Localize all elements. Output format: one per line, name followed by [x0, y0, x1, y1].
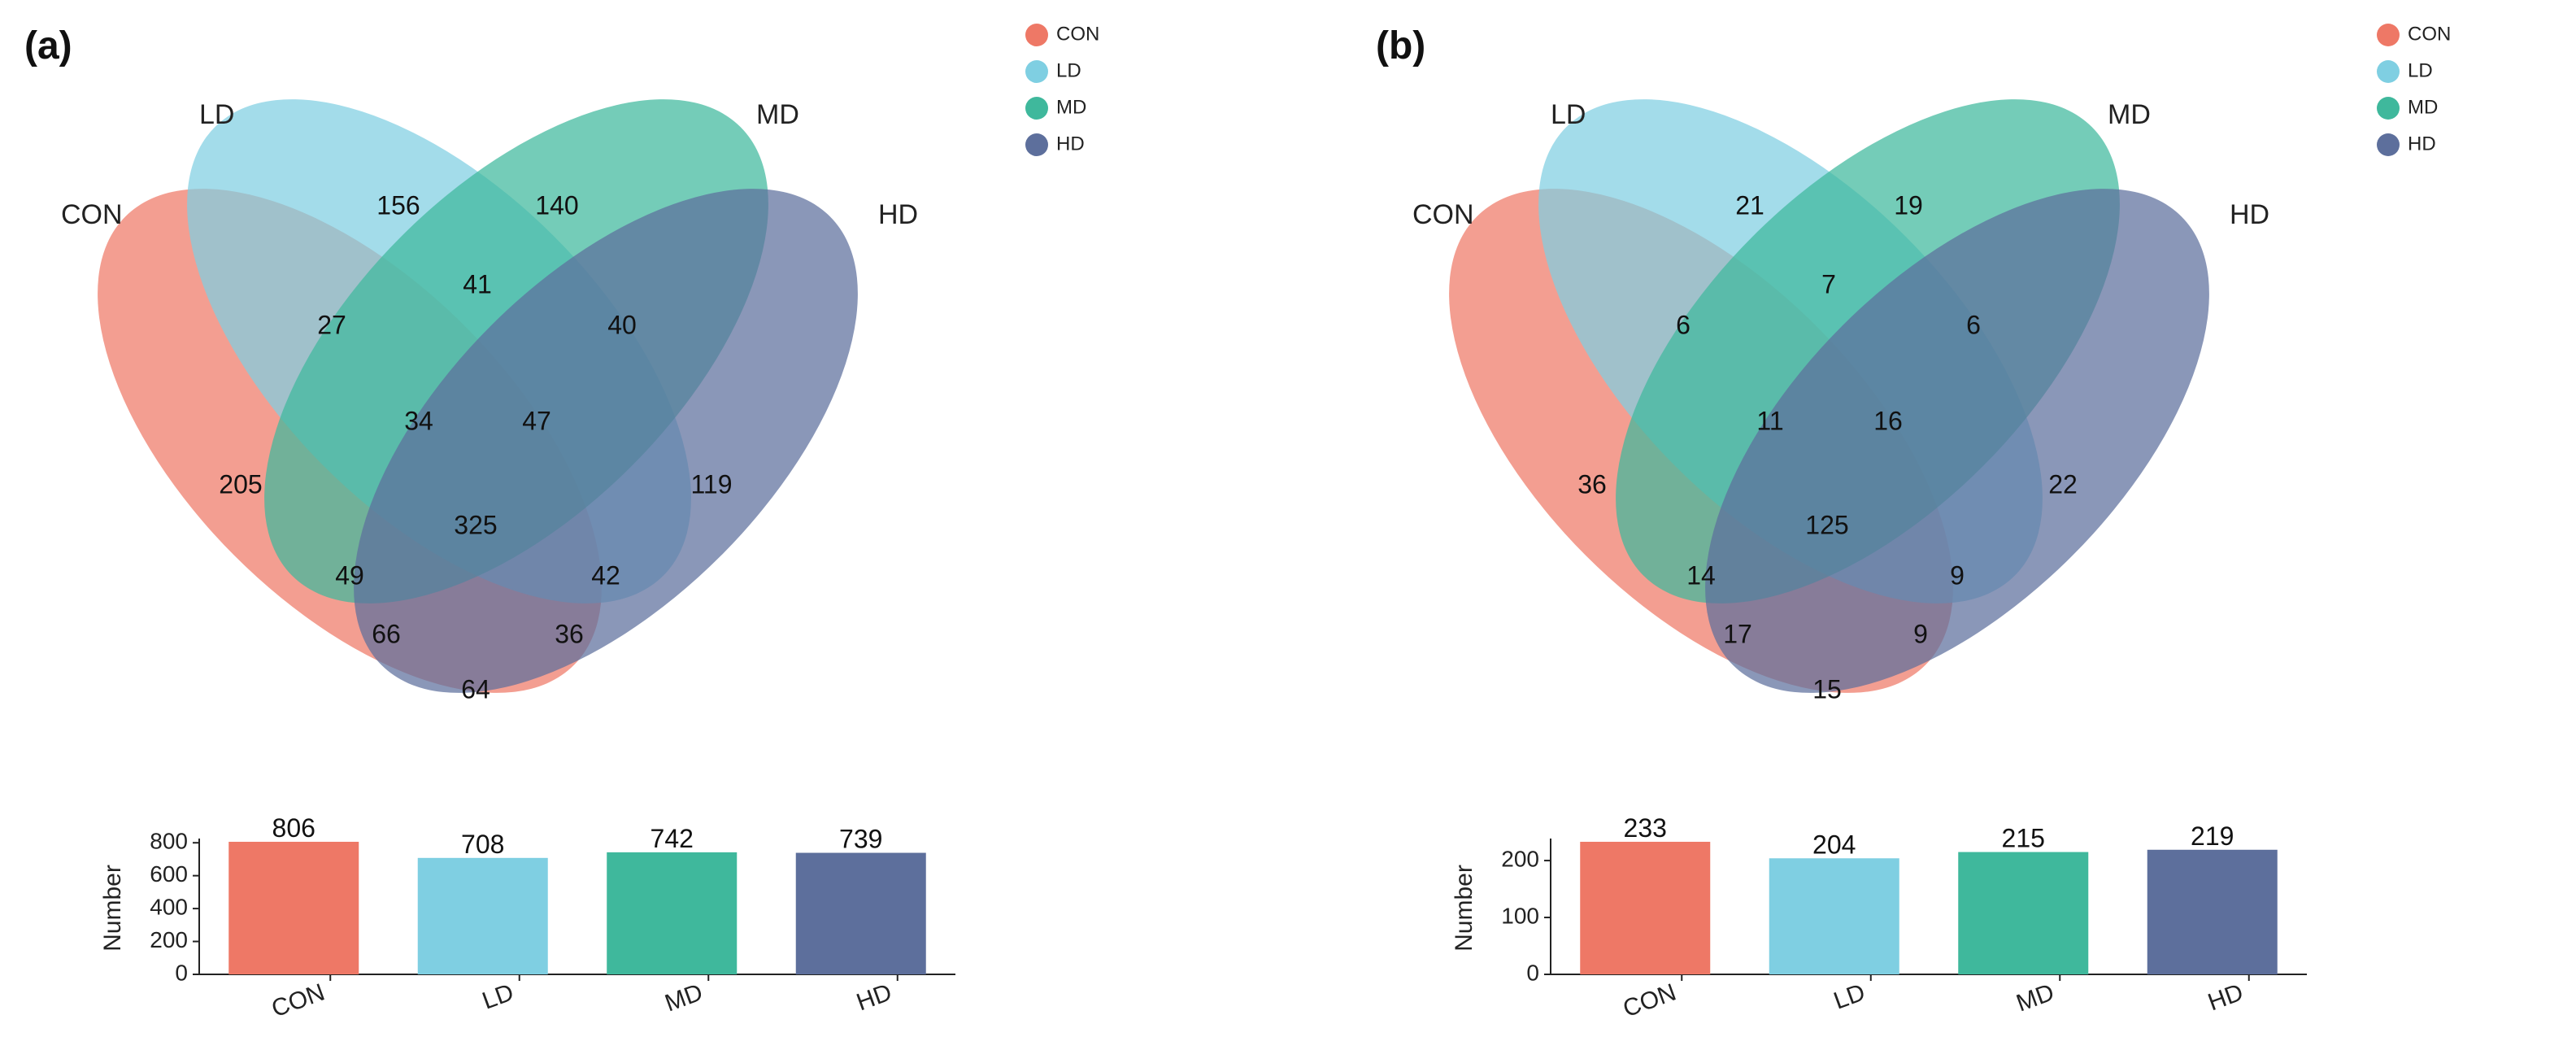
region-count-con-hd: 15 — [1812, 674, 1842, 704]
venn-svg: (a) CON LD MD HD 205 156 140 119 27 41 40 64 34 47 49 42… — [24, 23, 1099, 1023]
bar-ld — [1769, 858, 1899, 974]
bar-value-label-md: 215 — [2002, 824, 2045, 853]
region-count-ld-md: 7 — [1821, 269, 1836, 298]
region-count-all: 125 — [1805, 510, 1848, 539]
bar-category-label-con: CON — [1620, 979, 1680, 1023]
region-count-con: 205 — [219, 469, 262, 499]
legend-label-hd: HD — [2408, 133, 2436, 155]
bar-value-label-md: 742 — [651, 824, 694, 853]
venn-panel-b: (b) CON LD MD HD 36 21 19 22 6 7 6 15 11 16 14 9 17 9 125 CO… — [1351, 0, 2576, 1050]
bar-hd — [795, 852, 926, 974]
venn-svg: (b) CON LD MD HD 36 21 19 22 6 7 6 15 11 16 14 9 17 9 125 CO… — [1376, 23, 2451, 1023]
bar-value-label-ld: 708 — [461, 830, 504, 859]
bar-category-label-md: MD — [2013, 979, 2058, 1017]
bar-y-tick-label: 400 — [150, 894, 188, 919]
bar-value-label-ld: 204 — [1812, 830, 1856, 859]
region-count-ld-md: 41 — [463, 269, 492, 298]
legend-swatch-ld — [1025, 60, 1048, 83]
region-count-con-ld-md: 34 — [404, 406, 433, 435]
bar-value-label-con: 233 — [1624, 813, 1667, 843]
legend-swatch-hd — [1025, 133, 1048, 156]
venn-ellipse-hd — [1705, 189, 2209, 693]
bar-y-tick-label: 200 — [150, 927, 188, 952]
bar-category-label-con: CON — [268, 979, 329, 1023]
legend-label-md: MD — [1056, 96, 1086, 118]
region-count-con-hd: 64 — [461, 674, 490, 704]
region-count-ld-md-hd: 16 — [1873, 406, 1903, 435]
region-count-md: 19 — [1894, 190, 1923, 220]
venn-panel-a: (a) CON LD MD HD 205 156 140 119 27 41 40 64 34 47 49 42… — [24, 23, 1099, 1023]
legend-label-ld: LD — [2408, 59, 2433, 81]
legend-label-hd: HD — [1056, 133, 1085, 155]
bar-con — [1580, 842, 1711, 974]
bar-category-label-hd: HD — [2204, 979, 2247, 1017]
legend-swatch-con — [2377, 24, 2400, 46]
panel-label: (b) — [1376, 24, 1425, 68]
set-label-md: MD — [756, 99, 799, 130]
legend-swatch-md — [1025, 97, 1048, 120]
region-count-con: 36 — [1577, 469, 1607, 499]
region-count-con-md: 49 — [335, 560, 364, 590]
bar-value-label-hd: 219 — [2191, 821, 2234, 851]
bar-md — [1958, 852, 2089, 974]
region-count-con-ld-hd: 36 — [555, 619, 584, 648]
region-count-ld-hd: 42 — [591, 560, 620, 590]
bar-category-label-md: MD — [662, 979, 707, 1017]
bar-value-label-con: 806 — [272, 813, 315, 843]
region-count-ld: 21 — [1735, 190, 1764, 220]
region-count-hd: 22 — [2048, 469, 2078, 499]
region-count-ld: 156 — [376, 190, 420, 220]
bar-category-label-ld: LD — [1830, 979, 1869, 1015]
set-label-con: CON — [1412, 199, 1474, 230]
region-count-md-hd: 40 — [607, 310, 637, 339]
bar-con — [228, 842, 359, 974]
venn-ellipse-hd — [354, 189, 858, 693]
legend-swatch-hd — [2377, 133, 2400, 156]
region-count-con-ld: 27 — [317, 310, 346, 339]
region-count-hd: 119 — [690, 469, 732, 499]
set-label-con: CON — [61, 199, 123, 230]
bar-category-label-hd: HD — [853, 979, 895, 1017]
bar-y-tick-label: 200 — [1501, 846, 1539, 871]
bar-y-tick-label: 800 — [150, 829, 188, 854]
bar-ld — [417, 857, 548, 974]
set-label-md: MD — [2108, 99, 2151, 130]
bar-y-tick-label: 0 — [1526, 960, 1539, 985]
bar-y-tick-label: 600 — [150, 861, 188, 887]
region-count-con-md-hd: 66 — [372, 619, 401, 648]
legend-label-con: CON — [1056, 23, 1099, 45]
set-label-hd: HD — [878, 199, 918, 230]
legend-label-md: MD — [2408, 96, 2438, 118]
region-count-ld-hd: 9 — [1950, 560, 1965, 590]
bar-y-tick-label: 0 — [175, 960, 188, 985]
region-count-con-md-hd: 17 — [1723, 619, 1752, 648]
legend-swatch-md — [2377, 97, 2400, 120]
region-count-con-ld-md: 11 — [1756, 406, 1783, 435]
bar-category-label-ld: LD — [479, 979, 517, 1015]
region-count-ld-md-hd: 47 — [522, 406, 551, 435]
bar-y-axis-label: Number — [1451, 865, 1477, 952]
legend-swatch-con — [1025, 24, 1048, 46]
legend-label-ld: LD — [1056, 59, 1081, 81]
set-label-ld: LD — [199, 99, 234, 130]
bar-value-label-hd: 739 — [839, 825, 882, 854]
legend-swatch-ld — [2377, 60, 2400, 83]
region-count-md: 140 — [535, 190, 578, 220]
set-label-hd: HD — [2230, 199, 2269, 230]
region-count-con-ld: 6 — [1676, 310, 1690, 339]
bar-md — [607, 852, 738, 974]
legend-label-con: CON — [2408, 23, 2451, 45]
bar-hd — [2147, 849, 2278, 974]
region-count-md-hd: 6 — [1966, 310, 1981, 339]
panel-label: (a) — [24, 24, 72, 68]
bar-y-axis-label: Number — [99, 865, 126, 952]
set-label-ld: LD — [1551, 99, 1586, 130]
region-count-con-ld-hd: 9 — [1913, 619, 1928, 648]
region-count-con-md: 14 — [1686, 560, 1716, 590]
region-count-all: 325 — [454, 510, 497, 539]
bar-y-tick-label: 100 — [1501, 903, 1539, 928]
